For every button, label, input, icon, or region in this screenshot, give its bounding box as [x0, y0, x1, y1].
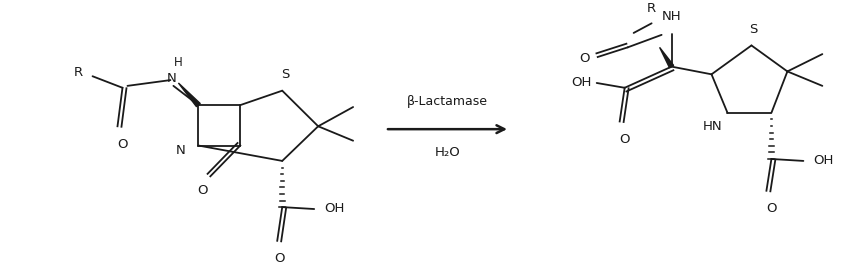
Text: N: N — [176, 144, 185, 157]
Text: O: O — [620, 133, 630, 146]
Text: H₂O: H₂O — [434, 146, 461, 160]
Text: OH: OH — [813, 154, 834, 167]
Text: β-Lactamase: β-Lactamase — [407, 95, 488, 108]
Polygon shape — [659, 47, 674, 68]
Text: O: O — [117, 138, 128, 151]
Text: R: R — [647, 2, 656, 15]
Text: H: H — [174, 56, 183, 69]
Text: N: N — [167, 72, 177, 85]
Text: O: O — [197, 184, 208, 197]
Text: R: R — [73, 66, 83, 79]
Text: O: O — [766, 202, 776, 215]
Text: OH: OH — [324, 201, 344, 215]
Text: O: O — [579, 52, 589, 65]
Text: S: S — [749, 23, 758, 36]
Text: O: O — [274, 252, 285, 265]
Text: NH: NH — [662, 10, 681, 23]
Text: S: S — [281, 68, 290, 81]
Text: HN: HN — [703, 119, 722, 133]
Text: OH: OH — [572, 76, 592, 88]
Polygon shape — [179, 83, 200, 107]
